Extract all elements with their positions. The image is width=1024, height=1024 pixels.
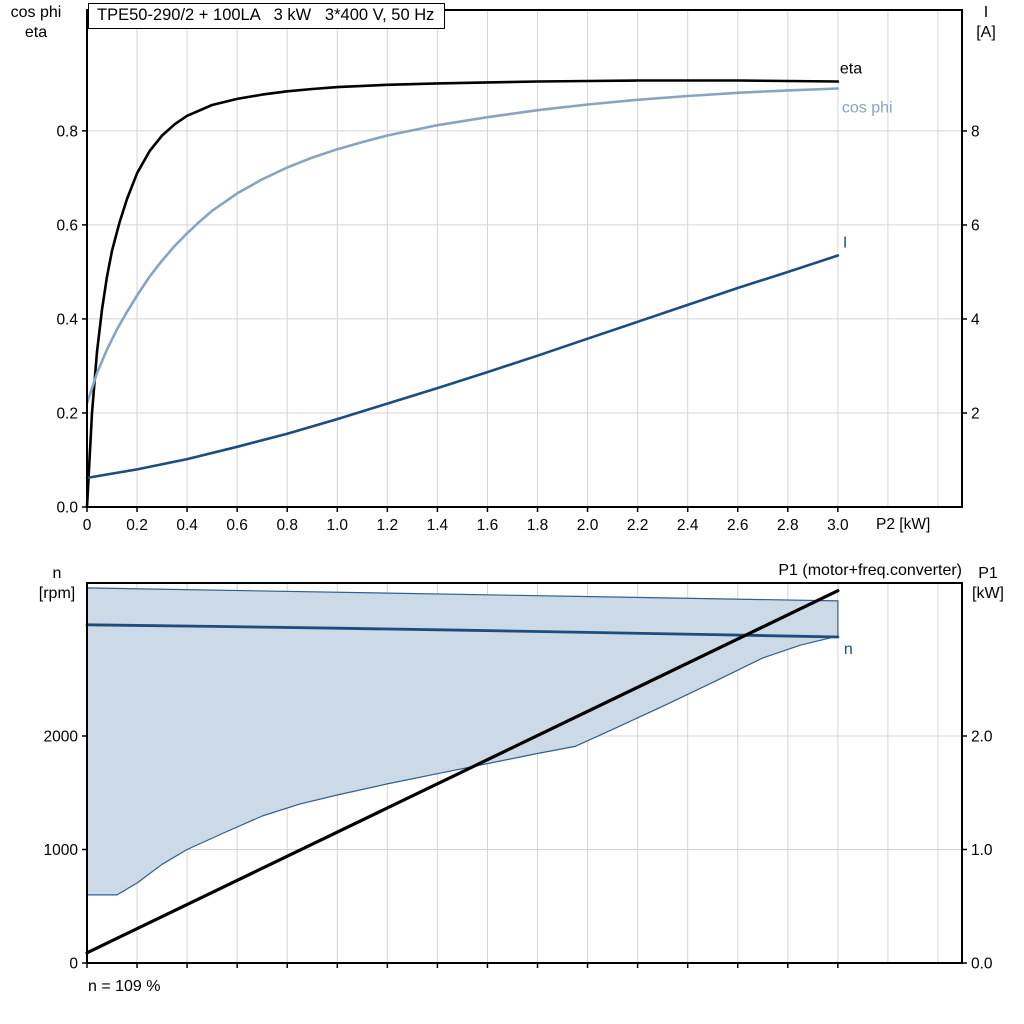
bottom-left-axis-title: n [rpm]: [18, 564, 96, 604]
speed-footnote: n = 109 %: [88, 978, 161, 995]
x-tick-label: 1.0: [327, 517, 349, 534]
axis-title-speed: n: [52, 565, 62, 582]
chart-motor-electrical: eta cos phi I 0 0.2 0.4 0.6 0.8 1.0 1.2 1.4 1.6 1.8 2…: [56, 9, 980, 534]
p1-annotation: P1 (motor+freq.converter): [778, 562, 962, 579]
x-tick-label: 1.2: [377, 517, 399, 534]
y-left-tick-label: 0.0: [56, 500, 78, 517]
x-tick-label: 2.0: [577, 517, 599, 534]
y-left-tick-label: 0.6: [56, 217, 78, 234]
axis-title-eta: eta: [24, 24, 48, 41]
x-tick-label: 0.6: [226, 517, 248, 534]
y-left-tick-label: 0.2: [56, 405, 78, 422]
series-label-eta: eta: [840, 60, 862, 77]
x-tick-label: 0: [83, 517, 92, 534]
axis-title-rpm-unit: [rpm]: [38, 585, 76, 602]
top-right-axis-title: I [A]: [963, 3, 1009, 43]
series-I-curve: [85, 254, 840, 480]
bottom-right-axis-title: P1 [kW]: [960, 564, 1016, 604]
plot-frame: [86, 582, 963, 964]
y-left-tick-label: 1000: [44, 842, 79, 859]
x-tick-label: 0.4: [176, 517, 198, 534]
y-right-tick-label: 8: [971, 123, 980, 140]
x-tick-label: 2.6: [727, 517, 749, 534]
title-box: TPE50-290/2 + 100LA 3 kW 3*400 V, 50 Hz: [88, 3, 446, 29]
y-right-tick-label: 1.0: [971, 842, 993, 859]
top-left-axis-title: cos phi eta: [2, 3, 70, 43]
y-left-tick-label: 0.8: [56, 123, 78, 140]
y-left-tick-label: 0: [69, 956, 78, 973]
y-left-tick-label: 2000: [44, 728, 79, 745]
y-right-tick-label: 6: [971, 217, 980, 234]
x-tick-label: 2.8: [777, 517, 799, 534]
axis-title-cos-phi: cos phi: [10, 4, 62, 21]
series-P1-curve: [85, 589, 840, 955]
x-axis-title: P2 [kW]: [876, 516, 931, 533]
x-tick-label: 2.4: [677, 517, 699, 534]
series-eta-curve: [85, 79, 840, 509]
y-right-tick-label: 4: [971, 311, 980, 328]
series-cos-phi-curve: [85, 87, 840, 405]
x-tick-label: 2.2: [627, 517, 649, 534]
axis-title-current: I: [983, 4, 989, 21]
axis-title-p1: P1: [978, 565, 998, 582]
x-tick-label: 1.6: [477, 517, 499, 534]
axis-title-ampere-unit: [A]: [976, 24, 996, 41]
speed-control-range-area: [86, 587, 839, 896]
x-tick-label: 0.2: [126, 517, 148, 534]
x-tick-label: 1.8: [527, 517, 549, 534]
axis-title-kw-unit: [kW]: [972, 585, 1004, 602]
x-tick-label: 3.0: [827, 517, 849, 534]
x-tick-label: 1.4: [427, 517, 449, 534]
series-label-cos-phi: cos phi: [842, 100, 893, 117]
chart-speed-power: n 0 1000 2000 0.0 1.0 2.0: [44, 582, 993, 973]
y-right-tick-label: 0.0: [971, 956, 993, 973]
plot-frame: [86, 9, 963, 508]
y-right-tick-label: 2.0: [971, 728, 993, 745]
x-tick-label: 0.8: [276, 517, 298, 534]
y-left-tick-label: 0.4: [56, 311, 78, 328]
series-label-I: I: [843, 235, 847, 252]
y-right-tick-label: 2: [971, 405, 980, 422]
series-n-curve: [85, 623, 840, 639]
series-label-n: n: [844, 641, 853, 658]
